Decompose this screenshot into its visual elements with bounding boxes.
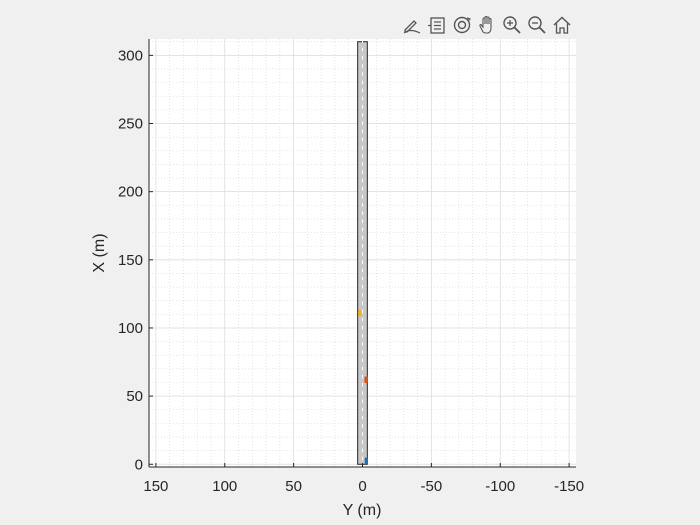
pan-button[interactable] bbox=[475, 13, 499, 37]
home-reset-view-icon bbox=[553, 16, 571, 34]
pan-hand-icon bbox=[479, 15, 492, 34]
edit-plot-button[interactable] bbox=[400, 13, 424, 37]
y-tick-label: 250 bbox=[118, 116, 143, 133]
zoom-in-icon bbox=[503, 16, 521, 34]
x-tick-label: 50 bbox=[285, 478, 302, 495]
y-tick-label: 0 bbox=[135, 456, 143, 473]
rotate-3d-icon bbox=[453, 16, 472, 34]
figure-toolbar bbox=[400, 13, 574, 37]
axes bbox=[148, 39, 576, 468]
y-tick-label: 50 bbox=[126, 388, 143, 405]
zoom-in-button[interactable] bbox=[500, 13, 524, 37]
legend-button[interactable] bbox=[425, 13, 449, 37]
vehicle-vehicle-3 bbox=[358, 309, 362, 317]
y-axis-label: X (m) bbox=[91, 233, 108, 272]
vehicle-vehicle-2 bbox=[364, 376, 368, 383]
y-tick-label: 300 bbox=[118, 47, 143, 64]
x-tick-label: 100 bbox=[212, 478, 237, 495]
vehicles bbox=[358, 309, 368, 465]
home-button[interactable] bbox=[550, 13, 574, 37]
y-tick-labels: 0 50 100 150 200 250 300 bbox=[118, 47, 143, 473]
x-tick-label: -100 bbox=[485, 478, 515, 495]
y-tick-label: 200 bbox=[118, 184, 143, 201]
zoom-out-icon bbox=[528, 16, 546, 34]
x-tick-label: 0 bbox=[358, 478, 366, 495]
rotate-3d-button[interactable] bbox=[450, 13, 474, 37]
x-tick-label: 150 bbox=[143, 478, 168, 495]
vehicle-ego bbox=[364, 457, 368, 465]
legend-icon bbox=[428, 17, 445, 34]
x-tick-labels: 150 100 50 0 -50 -100 -150 bbox=[143, 478, 584, 495]
x-tick-label: -50 bbox=[421, 478, 443, 495]
edit-plot-icon bbox=[403, 20, 421, 34]
y-tick-label: 100 bbox=[118, 320, 143, 337]
zoom-out-button[interactable] bbox=[525, 13, 549, 37]
road bbox=[357, 39, 368, 465]
y-tick-label: 150 bbox=[118, 252, 143, 269]
x-tick-label: -150 bbox=[554, 478, 584, 495]
x-axis-label: Y (m) bbox=[343, 502, 382, 519]
